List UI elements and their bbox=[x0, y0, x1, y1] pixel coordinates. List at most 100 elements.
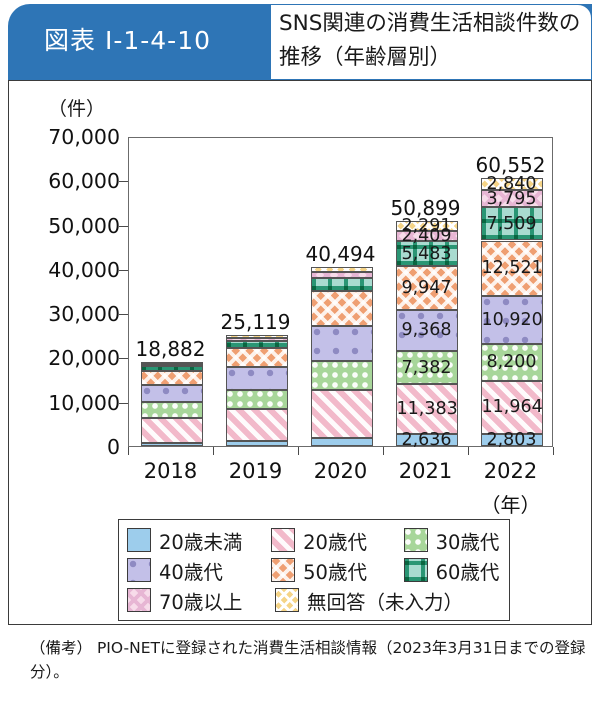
legend-row: 20歳未満 20歳代 30歳代 bbox=[127, 525, 501, 555]
bar-2018[interactable] bbox=[140, 362, 203, 446]
segment-value-label: 12,521 bbox=[481, 258, 543, 279]
bar-segment-20歳代[interactable] bbox=[140, 417, 203, 443]
x-axis-tick-mark bbox=[553, 447, 554, 455]
segment-value-label: 11,383 bbox=[396, 399, 458, 420]
y-axis-tick-mark bbox=[119, 358, 128, 360]
legend-row: 70歳以上 無回答（未入力） bbox=[127, 585, 501, 615]
bar-2021[interactable]: 2,636 11,383 7,382 9,368 9,947 5,483 2,409 2,29… bbox=[395, 216, 458, 450]
legend-label: 70歳以上 bbox=[159, 590, 243, 614]
bar-segment-40歳代[interactable]: 10,920 bbox=[480, 295, 543, 345]
bar-segment-20歳未満[interactable]: 2,636 bbox=[395, 430, 458, 450]
legend-swatch-icon bbox=[275, 588, 299, 612]
bar-segment-70歳以上[interactable]: 2,409 bbox=[395, 226, 458, 246]
bar-segment-無回答（未入力）[interactable] bbox=[225, 334, 288, 338]
page-title: SNS関連の消費生活相談件数の推移（年齢層別） bbox=[279, 11, 581, 70]
footnote: （備考） PIO-NETに登録された消費生活相談情報（2023年3月31日までの… bbox=[30, 636, 590, 684]
legend-label: 20歳代 bbox=[303, 530, 367, 554]
chart-legend: 20歳未満 20歳代 30歳代 40歳代 50歳代 60歳代 70歳以上 無回答（未入力） bbox=[118, 519, 510, 621]
bar-segment-40歳代[interactable] bbox=[310, 326, 373, 361]
bar-segment-60歳代[interactable] bbox=[140, 366, 203, 371]
segment-value-label: 10,920 bbox=[481, 310, 543, 331]
y-axis-tick-label: 30,000 bbox=[48, 302, 120, 327]
bar-segment-50歳代[interactable] bbox=[310, 291, 373, 327]
bar-segment-70歳以上[interactable] bbox=[140, 364, 203, 367]
y-axis-tick-mark bbox=[119, 225, 128, 227]
legend-swatch-icon bbox=[403, 528, 428, 552]
chart-area: （件） 2,636 11,383 7,382 9,368 9,947 5,483 2,409… bbox=[8, 80, 592, 520]
segment-value-label: 2,636 bbox=[401, 430, 452, 451]
segment-value-label: 3,795 bbox=[486, 188, 537, 209]
segment-value-label: 7,509 bbox=[486, 213, 537, 234]
legend-swatch-icon bbox=[403, 558, 428, 582]
bar-segment-無回答（未入力）[interactable] bbox=[310, 266, 373, 272]
legend-label: 30歳代 bbox=[435, 530, 500, 554]
bar-segment-40歳代[interactable] bbox=[140, 385, 203, 403]
bar-segment-無回答（未入力）[interactable] bbox=[140, 362, 203, 365]
x-axis-tick-mark bbox=[468, 447, 469, 455]
bar-total-label-2018: 18,882 bbox=[135, 337, 206, 362]
legend-label: 50歳代 bbox=[303, 560, 367, 584]
bar-segment-30歳代[interactable] bbox=[225, 389, 288, 410]
bar-segment-20歳未満[interactable] bbox=[310, 437, 373, 446]
bar-segment-50歳代[interactable] bbox=[140, 370, 203, 386]
legend-item-50歳代[interactable]: 50歳代 bbox=[271, 556, 403, 585]
legend-item-30歳代[interactable]: 30歳代 bbox=[403, 526, 501, 555]
bar-segment-70歳以上[interactable]: 3,795 bbox=[480, 188, 543, 209]
bar-segment-20歳代[interactable]: 11,383 bbox=[395, 383, 458, 435]
header-title-box: SNS関連の消費生活相談件数の推移（年齢層別） bbox=[270, 4, 592, 80]
bar-segment-40歳代[interactable] bbox=[225, 367, 288, 390]
figure-header: 図表 I-1-4-10 SNS関連の消費生活相談件数の推移（年齢層別） bbox=[8, 4, 592, 80]
bar-segment-20歳代[interactable]: 11,964 bbox=[480, 380, 543, 434]
bar-segment-60歳代[interactable] bbox=[310, 277, 373, 291]
bar-segment-50歳代[interactable]: 9,947 bbox=[395, 265, 458, 310]
segment-value-label: 2,840 bbox=[486, 174, 537, 195]
legend-item-20歳代[interactable]: 20歳代 bbox=[271, 526, 403, 555]
bar-segment-30歳代[interactable]: 7,382 bbox=[395, 351, 458, 384]
bar-segment-70歳以上[interactable] bbox=[225, 337, 288, 342]
bar-2022[interactable]: 2,803 11,964 8,200 10,920 12,521 7,509 3,795 2,… bbox=[480, 174, 543, 450]
bar-segment-40歳代[interactable]: 9,368 bbox=[395, 309, 458, 352]
segment-value-label: 8,200 bbox=[486, 352, 537, 373]
footnote-text: PIO-NETに登録された消費生活相談情報（2023年3月31日までの登録分）。 bbox=[30, 639, 586, 681]
bar-segment-20歳未満[interactable] bbox=[140, 442, 203, 446]
bar-segment-30歳代[interactable]: 8,200 bbox=[480, 344, 543, 381]
bar-segment-60歳代[interactable]: 7,509 bbox=[480, 207, 543, 241]
x-axis-tick-label-2020: 2020 bbox=[313, 459, 368, 483]
legend-label: 無回答（未入力） bbox=[307, 590, 464, 614]
legend-item-無回答（未入力）[interactable]: 無回答（未入力） bbox=[275, 586, 463, 615]
bar-segment-30歳代[interactable] bbox=[310, 360, 373, 390]
legend-swatch-icon bbox=[127, 528, 151, 552]
bar-2020[interactable] bbox=[310, 266, 373, 446]
segment-value-label: 5,483 bbox=[401, 243, 452, 264]
segment-value-label: 2,803 bbox=[486, 429, 537, 450]
x-axis-tick-mark bbox=[298, 447, 299, 455]
legend-item-60歳代[interactable]: 60歳代 bbox=[403, 556, 501, 585]
bar-2019[interactable] bbox=[225, 334, 288, 446]
legend-swatch-icon bbox=[127, 558, 151, 582]
segment-value-label: 9,947 bbox=[401, 277, 452, 298]
legend-row: 40歳代 50歳代 60歳代 bbox=[127, 555, 501, 585]
legend-item-70歳以上[interactable]: 70歳以上 bbox=[127, 586, 275, 615]
bar-segment-60歳代[interactable] bbox=[225, 341, 288, 348]
bar-segment-20歳未満[interactable]: 2,803 bbox=[480, 430, 543, 450]
y-axis-tick-label: 40,000 bbox=[48, 257, 120, 282]
x-axis-tick-label-2021: 2021 bbox=[398, 459, 453, 483]
bar-segment-20歳代[interactable] bbox=[225, 409, 288, 442]
bar-segment-無回答（未入力）[interactable]: 2,840 bbox=[480, 174, 543, 194]
bar-segment-30歳代[interactable] bbox=[140, 402, 203, 418]
bar-segment-20歳代[interactable] bbox=[310, 389, 373, 438]
y-axis-tick-label: 0 bbox=[106, 435, 120, 459]
bar-segment-50歳代[interactable]: 12,521 bbox=[480, 240, 543, 296]
y-axis-tick-label: 70,000 bbox=[48, 125, 120, 149]
bar-segment-60歳代[interactable]: 5,483 bbox=[395, 241, 458, 266]
bar-segment-50歳代[interactable] bbox=[225, 347, 288, 368]
y-axis-tick-mark bbox=[119, 269, 128, 271]
legend-item-20歳未満[interactable]: 20歳未満 bbox=[127, 526, 271, 555]
x-axis-unit-label: （年） bbox=[480, 493, 541, 517]
y-axis-tick-label: 10,000 bbox=[48, 390, 120, 415]
legend-item-40歳代[interactable]: 40歳代 bbox=[127, 556, 271, 585]
bar-segment-20歳未満[interactable] bbox=[225, 441, 288, 446]
bar-segment-無回答（未入力）[interactable]: 2,291 bbox=[395, 216, 458, 236]
bar-segment-70歳以上[interactable] bbox=[310, 271, 373, 278]
